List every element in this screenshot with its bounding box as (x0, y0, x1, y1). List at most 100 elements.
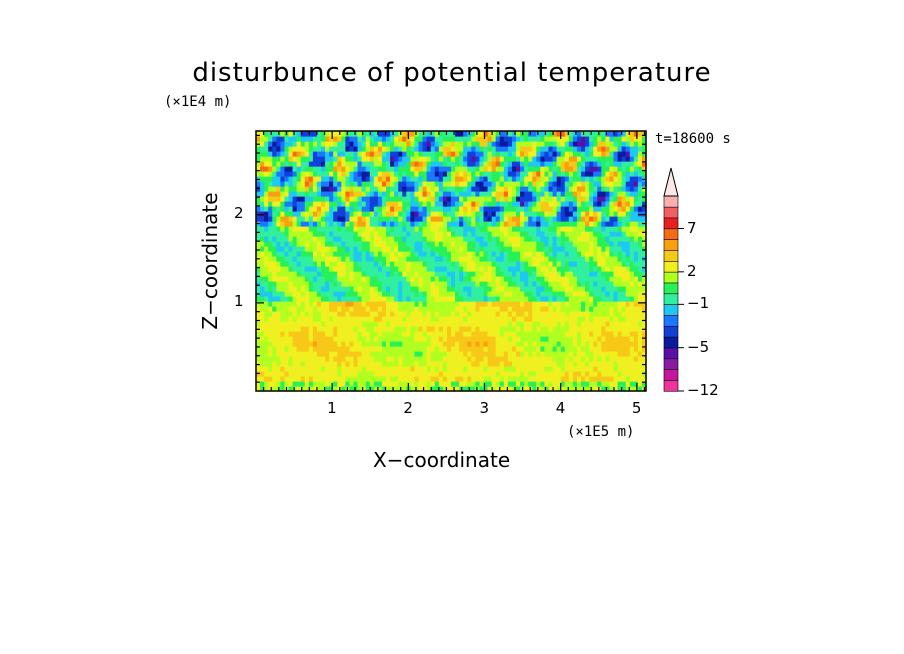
heatmap-cell (524, 386, 529, 392)
heatmap-cell (560, 161, 566, 167)
heatmap-cell (321, 386, 326, 392)
heatmap-cell (333, 281, 338, 287)
heatmap-cell (487, 296, 493, 302)
heatmap-cell (617, 331, 623, 337)
heatmap-cell (406, 211, 411, 217)
heatmap-cell (560, 381, 566, 387)
heatmap-cell (256, 286, 261, 292)
heatmap-cell (629, 256, 635, 262)
heatmap-cell (503, 376, 509, 382)
heatmap-cell (548, 256, 554, 262)
heatmap-cell (463, 316, 468, 322)
heatmap-cell (438, 316, 444, 322)
heatmap-cell (430, 341, 436, 347)
heatmap-cell (471, 361, 476, 367)
heatmap-cell (532, 321, 537, 327)
heatmap-cell (381, 236, 387, 242)
heatmap-cell (280, 131, 286, 137)
heatmap-cell (414, 346, 420, 352)
heatmap-cell (341, 321, 346, 327)
heatmap-cell (329, 336, 334, 342)
heatmap-cell (312, 241, 318, 247)
heatmap-cell (329, 241, 334, 247)
heatmap-cell (300, 266, 306, 272)
heatmap-cell (390, 321, 395, 327)
heatmap-cell (430, 156, 436, 162)
heatmap-cell (410, 221, 416, 227)
heatmap-cell (552, 306, 558, 312)
heatmap-cell (390, 261, 395, 267)
heatmap-cell (467, 346, 472, 352)
heatmap-cell (475, 381, 481, 387)
heatmap-cell (398, 156, 403, 162)
heatmap-cell (349, 301, 355, 307)
heatmap-cell (629, 176, 635, 182)
heatmap-cell (377, 226, 383, 232)
heatmap-cell (463, 336, 468, 342)
heatmap-cell (613, 361, 619, 367)
heatmap-cell (438, 251, 444, 257)
heatmap-cell (426, 236, 432, 242)
heatmap-cell (300, 381, 306, 387)
heatmap-cell (532, 381, 537, 387)
heatmap-cell (357, 261, 363, 267)
heatmap-cell (629, 181, 635, 187)
heatmap-cell (568, 246, 574, 252)
heatmap-cell (528, 136, 533, 142)
heatmap-cell (613, 301, 619, 307)
heatmap-cell (451, 281, 456, 287)
heatmap-cell (446, 166, 452, 172)
heatmap-cell (260, 281, 265, 287)
heatmap-cell (613, 281, 619, 287)
heatmap-cell (471, 371, 476, 377)
heatmap-cell (475, 176, 481, 182)
heatmap-cell (499, 201, 505, 207)
heatmap-cell (524, 246, 529, 252)
heatmap-cell (361, 346, 367, 352)
heatmap-cell (369, 361, 375, 367)
heatmap-cell (426, 156, 432, 162)
heatmap-cell (434, 191, 440, 197)
heatmap-cell (524, 146, 529, 152)
heatmap-cell (365, 356, 371, 362)
heatmap-cell (268, 186, 273, 192)
heatmap-cell (585, 271, 590, 277)
heatmap-cell (369, 346, 375, 352)
heatmap-cell (402, 171, 407, 177)
heatmap-cell (296, 346, 302, 352)
heatmap-cell (568, 296, 574, 302)
heatmap-cell (300, 171, 306, 177)
heatmap-cell (296, 216, 302, 222)
heatmap-cell (613, 306, 619, 312)
heatmap-cell (532, 196, 537, 202)
heatmap-cell (325, 346, 330, 352)
heatmap-cell (373, 281, 379, 287)
heatmap-cell (499, 161, 505, 167)
heatmap-cell (516, 241, 521, 247)
heatmap-cell (625, 156, 631, 162)
heatmap-cell (398, 321, 403, 327)
heatmap-cell (633, 146, 639, 152)
heatmap-cell (459, 306, 464, 312)
heatmap-cell (357, 366, 363, 372)
heatmap-cell (641, 286, 647, 292)
heatmap-cell (548, 136, 554, 142)
heatmap-cell (316, 146, 322, 152)
heatmap-cell (507, 371, 513, 377)
heatmap-cell (621, 266, 627, 272)
heatmap-cell (325, 161, 330, 167)
heatmap-cell (260, 246, 265, 252)
heatmap-cell (292, 171, 298, 177)
heatmap-cell (499, 386, 505, 392)
heatmap-cell (629, 131, 635, 137)
heatmap-cell (520, 336, 525, 342)
heatmap-cell (373, 361, 379, 367)
heatmap-cell (613, 366, 619, 372)
heatmap-cell (430, 296, 436, 302)
heatmap-cell (288, 291, 294, 297)
heatmap-cell (308, 191, 314, 197)
heatmap-cell (272, 311, 277, 317)
heatmap-cell (308, 251, 314, 257)
heatmap-cell (381, 296, 387, 302)
heatmap-cell (260, 386, 265, 392)
